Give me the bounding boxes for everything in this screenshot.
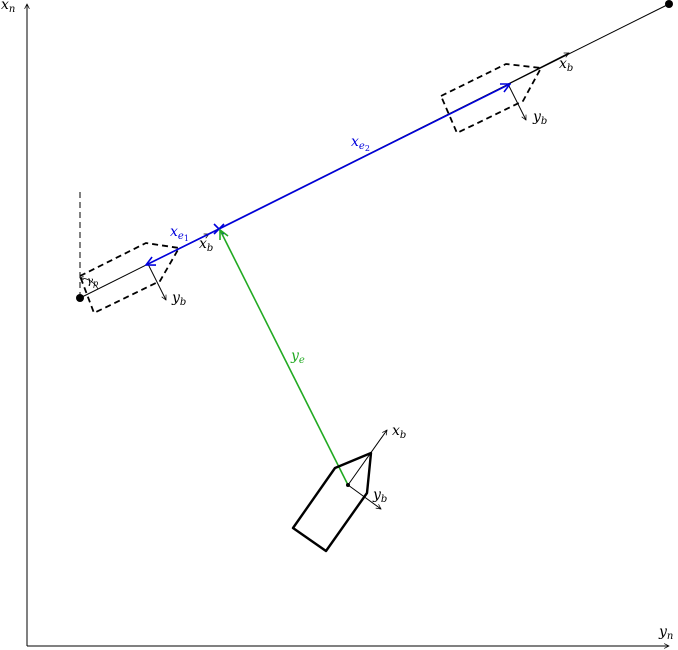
reference-vessel-start-xb-label: xb (199, 236, 213, 254)
vessel-xb-label: xb (392, 423, 406, 441)
along-track-error-1-arrow (146, 228, 220, 265)
path-angle-label: γp (87, 276, 98, 288)
vessel-yb-label: yb (372, 487, 387, 505)
reference-vessel-start-yb-axis (147, 263, 167, 300)
projection-point-mark-b (213, 223, 225, 235)
vessel (291, 451, 373, 553)
cross-track-error-arrow (220, 230, 349, 486)
reference-vessel-end-xb-label: xb (559, 56, 573, 74)
vessel-yb-axis (347, 484, 381, 509)
vessel-xb-axis (347, 430, 387, 486)
waypoint-end (665, 0, 673, 8)
along-track-error-2-label: xe2 (351, 134, 370, 153)
reference-vessel-end (439, 63, 543, 135)
east-axis-label: yn (658, 624, 673, 642)
reference-vessel-end-xb-axis (507, 52, 569, 85)
reference-vessel-start-yb-label: yb (171, 290, 186, 308)
along-track-error-2-arrow (218, 84, 510, 230)
north-axis-label: xn (1, 0, 15, 15)
reference-vessel-end-yb-axis (507, 83, 527, 120)
reference-vessel-end-yb-label: yb (532, 109, 547, 127)
cross-track-error-label: ye (290, 348, 305, 366)
along-track-error-1-label: xe1 (170, 224, 189, 243)
reference-vessel-start (78, 242, 181, 315)
